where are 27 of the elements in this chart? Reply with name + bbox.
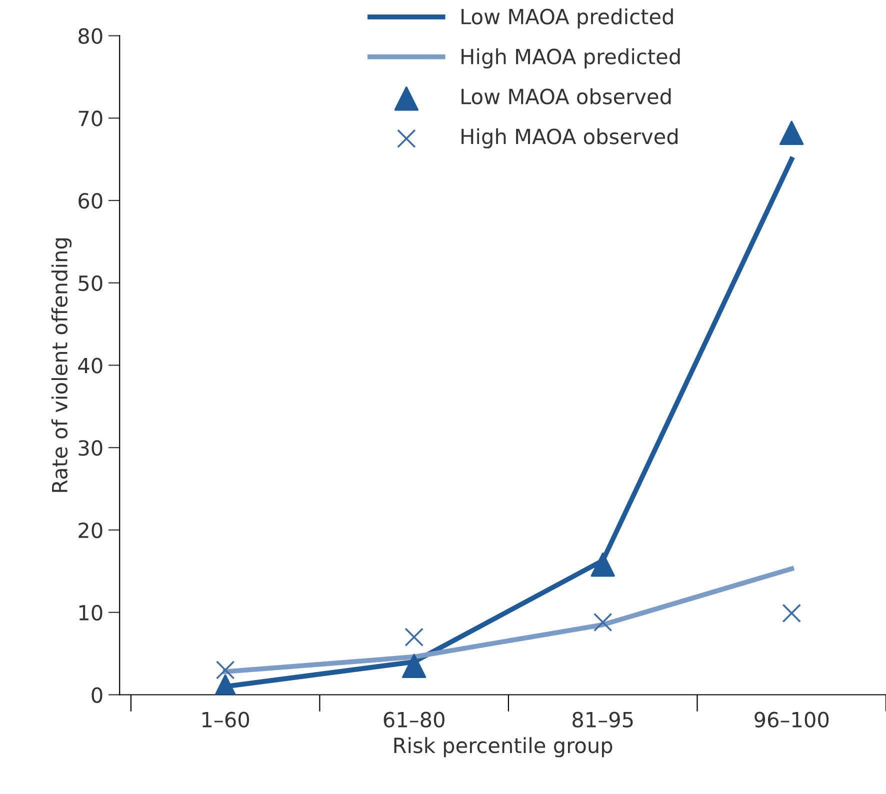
y-tick-label: 0 (92, 687, 102, 703)
legend-label: Low MAOA predicted (462, 8, 673, 29)
y-tick-label: 50 (78, 275, 102, 292)
legend-label: High MAOA observed (462, 128, 678, 148)
y-tick-label: 60 (78, 192, 102, 209)
y-tick-label: 70 (78, 110, 102, 126)
point (782, 604, 802, 623)
y-tick-label: 80 (78, 28, 102, 44)
y-tick-label: 40 (78, 358, 102, 374)
x-axis-title: Risk percentile group (394, 737, 612, 758)
x-tick-label: 61–80 (384, 712, 444, 728)
x-tick-label: 81–95 (572, 712, 633, 728)
point (404, 628, 424, 646)
x-tick-label: 1–60 (202, 712, 250, 728)
y-tick-label: 10 (79, 604, 102, 621)
point (402, 654, 426, 678)
point (216, 660, 235, 680)
line-series (222, 566, 794, 674)
legend-label: Low MAOA observed (462, 88, 671, 104)
x-tick-label: 96–100 (754, 712, 829, 728)
y-tick-label: 30 (78, 440, 102, 456)
point (780, 120, 804, 146)
y-tick-label: 20 (78, 522, 102, 538)
y-axis-title: Rate of violent offending (51, 238, 72, 492)
legend-label: High MAOA predicted (462, 48, 680, 68)
point (590, 552, 615, 577)
point (593, 612, 612, 632)
